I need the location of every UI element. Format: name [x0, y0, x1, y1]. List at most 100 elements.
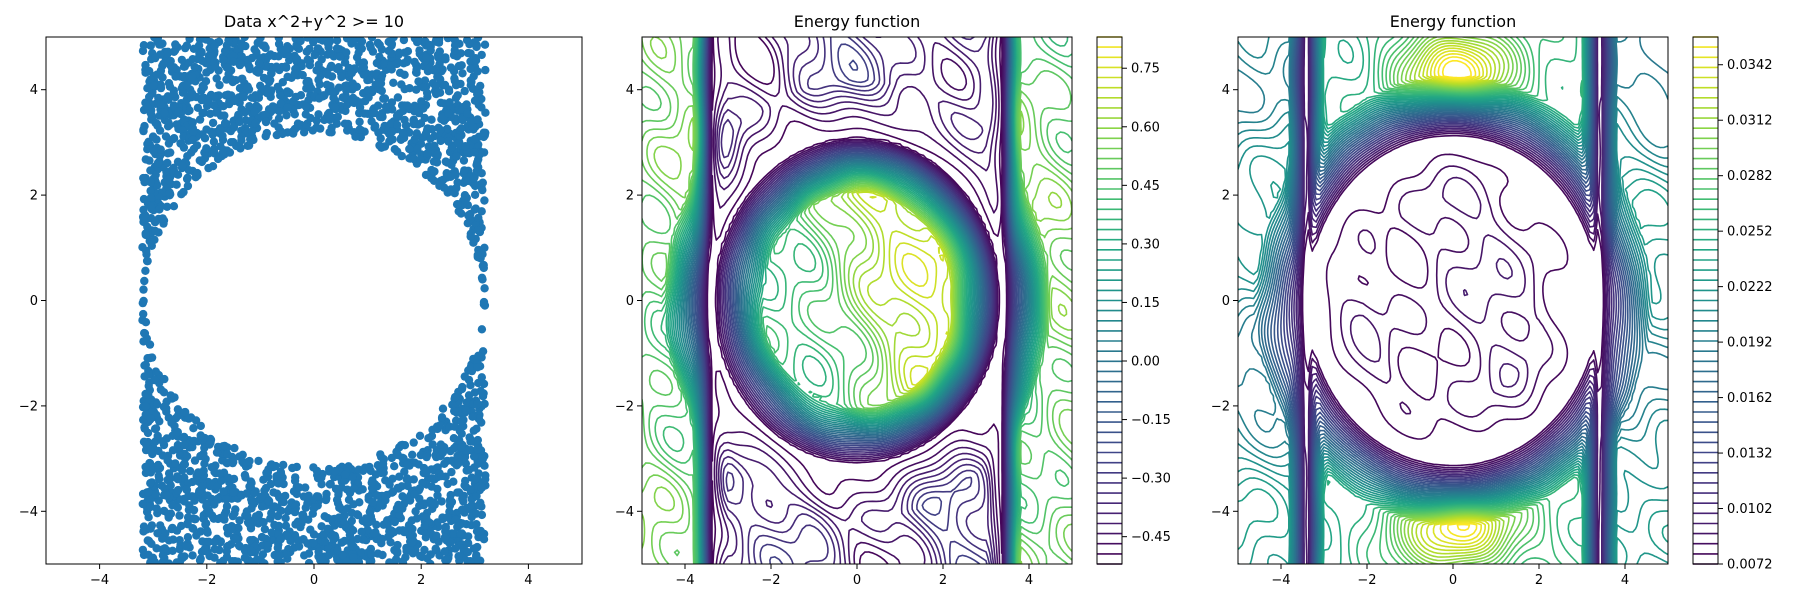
scatter-point — [207, 463, 216, 472]
contour-ticks-1: −4 −2 0 2 4 −4 −2 0 2 4 — [615, 83, 1033, 588]
scatter-point — [264, 496, 274, 506]
scatter-point — [166, 474, 175, 483]
scatter-point — [449, 434, 459, 443]
scatter-point — [466, 445, 476, 455]
scatter-point — [472, 527, 482, 536]
scatter-point — [477, 103, 486, 112]
scatter-point — [402, 475, 411, 484]
scatter-point — [378, 459, 388, 468]
scatter-point — [281, 521, 291, 530]
scatter-point — [303, 499, 312, 508]
scatter-point — [433, 491, 442, 500]
scatter-point — [224, 473, 233, 482]
scatter-point — [480, 399, 489, 409]
scatter-point — [431, 37, 440, 46]
scatter-xtick-label: −4 — [90, 573, 109, 588]
scatter-point — [182, 41, 191, 50]
scatter-point — [463, 109, 472, 118]
scatter-point — [460, 191, 470, 200]
scatter-point — [301, 110, 310, 119]
scatter-point — [154, 93, 163, 103]
contour1-xtick-label: −2 — [761, 573, 780, 588]
scatter-point — [473, 226, 483, 235]
scatter-point — [469, 452, 479, 461]
scatter-point — [189, 44, 199, 53]
scatter-point — [474, 351, 483, 360]
scatter-point — [349, 553, 358, 562]
scatter-point — [173, 405, 183, 414]
scatter-point — [233, 557, 242, 564]
scatter-point — [155, 205, 164, 214]
scatter-point — [399, 37, 409, 45]
scatter-point — [219, 487, 228, 496]
contour-ticks-2: −4 −2 0 2 4 −4 −2 0 2 4 — [1211, 83, 1629, 588]
scatter-point — [146, 186, 155, 196]
scatter-point — [455, 520, 464, 530]
scatter-point — [420, 521, 429, 531]
scatter-point — [471, 56, 481, 65]
contour2-level — [1437, 56, 1478, 538]
scatter-point — [165, 188, 174, 197]
scatter-point — [279, 497, 288, 507]
scatter-point — [210, 41, 219, 51]
scatter-point — [245, 482, 254, 491]
scatter-point — [448, 400, 457, 409]
scatter-point — [375, 141, 384, 150]
scatter-point — [420, 76, 430, 85]
colorbar2-tick-label: 0.0342 — [1727, 58, 1773, 73]
scatter-point — [144, 369, 153, 379]
scatter-point — [272, 472, 281, 481]
contour1-level — [642, 37, 1072, 564]
scatter-ticks: −4 −2 0 2 4 −4 −2 0 2 4 — [19, 83, 533, 588]
contour1-ytick-label: −2 — [615, 399, 634, 414]
contour1-level — [856, 191, 950, 390]
contour2-level — [1366, 37, 1565, 564]
scatter-point — [141, 318, 151, 327]
scatter-point — [449, 444, 459, 453]
scatter-point — [296, 91, 306, 100]
scatter-point — [340, 470, 350, 479]
scatter-point — [397, 151, 406, 161]
scatter-point — [433, 87, 443, 97]
scatter-point — [253, 555, 262, 564]
contour2-level — [1415, 42, 1497, 555]
scatter-point — [230, 96, 239, 106]
scatter-ytick-label: −2 — [19, 399, 38, 414]
contour1-xtick-label: −4 — [675, 573, 694, 588]
scatter-point — [334, 83, 344, 92]
scatter-point — [477, 483, 486, 492]
scatter-point — [139, 213, 148, 223]
contour2-level — [1238, 37, 1668, 564]
scatter-point — [252, 48, 261, 57]
scatter-point — [430, 500, 439, 509]
scatter-point — [436, 136, 445, 146]
scatter-point — [460, 86, 469, 96]
scatter-point — [282, 111, 291, 120]
scatter-point — [170, 393, 179, 402]
scatter-point — [403, 101, 412, 110]
scatter-point — [462, 406, 471, 415]
scatter-point — [172, 120, 181, 129]
scatter-point — [158, 73, 167, 82]
scatter-point — [466, 118, 475, 127]
scatter-point — [477, 207, 486, 216]
scatter-point — [348, 472, 357, 482]
scatter-point — [423, 149, 432, 158]
scatter-point — [479, 297, 489, 307]
scatter-point — [259, 518, 268, 527]
scatter-point — [139, 125, 148, 134]
scatter-point — [398, 128, 408, 138]
colorbar1-tick-label: 0.75 — [1131, 62, 1160, 77]
scatter-point — [150, 218, 160, 227]
scatter-point — [273, 82, 282, 92]
scatter-point — [229, 57, 238, 66]
scatter-point — [141, 230, 150, 240]
scatter-point — [281, 45, 290, 54]
scatter-point — [463, 200, 472, 210]
contour2-level — [1426, 47, 1490, 549]
scatter-point — [210, 149, 219, 158]
scatter-point — [334, 513, 344, 522]
scatter-point — [326, 49, 335, 58]
scatter-point — [413, 144, 422, 154]
scatter-point — [335, 502, 344, 511]
